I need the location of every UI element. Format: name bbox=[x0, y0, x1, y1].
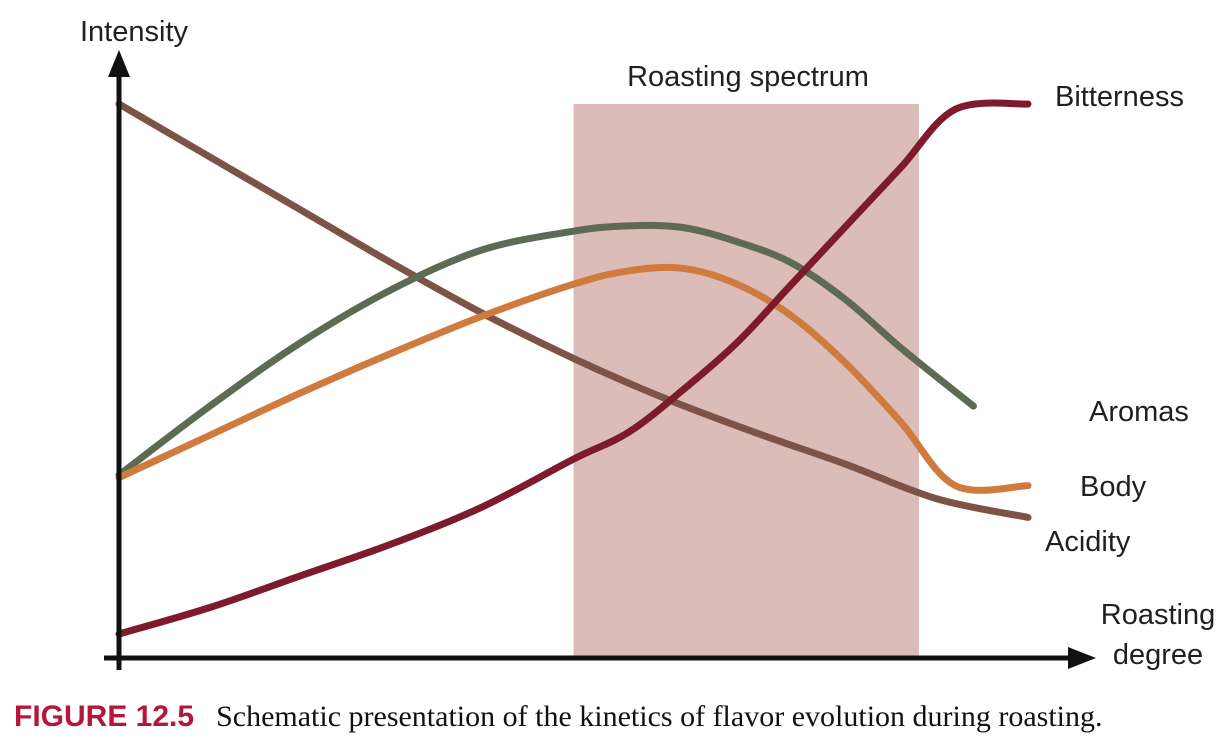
y-axis-label: Intensity bbox=[80, 16, 188, 48]
roasting-spectrum-label: Roasting spectrum bbox=[627, 61, 869, 93]
x-axis-label: Roasting degree bbox=[1101, 599, 1215, 671]
caption-text: Schematic presentation of the kinetics o… bbox=[216, 700, 1103, 733]
x-axis-arrowhead bbox=[1068, 647, 1096, 669]
figure-caption: FIGURE 12.5 Schematic presentation of the… bbox=[14, 700, 1214, 734]
x-axis-label-line: Roasting bbox=[1101, 599, 1215, 631]
flavor-kinetics-chart: Roasting spectrum Intensity Roasting degr… bbox=[80, 16, 1215, 671]
series-label-aromas: Aromas bbox=[1089, 396, 1189, 428]
series-label-acidity: Acidity bbox=[1045, 526, 1131, 558]
x-axis-label-line: degree bbox=[1113, 639, 1203, 671]
series-line-aromas bbox=[115, 221, 977, 479]
figure-number: FIGURE 12.5 bbox=[14, 700, 195, 733]
series-label-body: Body bbox=[1080, 471, 1147, 503]
series-labels: Bitterness Aromas Body Acidity bbox=[1045, 81, 1189, 558]
series-line-acidity bbox=[115, 100, 1032, 521]
series-lines bbox=[115, 99, 1032, 638]
series-line-body bbox=[115, 263, 1032, 494]
series-label-bitterness: Bitterness bbox=[1055, 81, 1184, 113]
y-axis-arrowhead bbox=[108, 50, 130, 77]
series-line-bitterness bbox=[115, 99, 1032, 638]
